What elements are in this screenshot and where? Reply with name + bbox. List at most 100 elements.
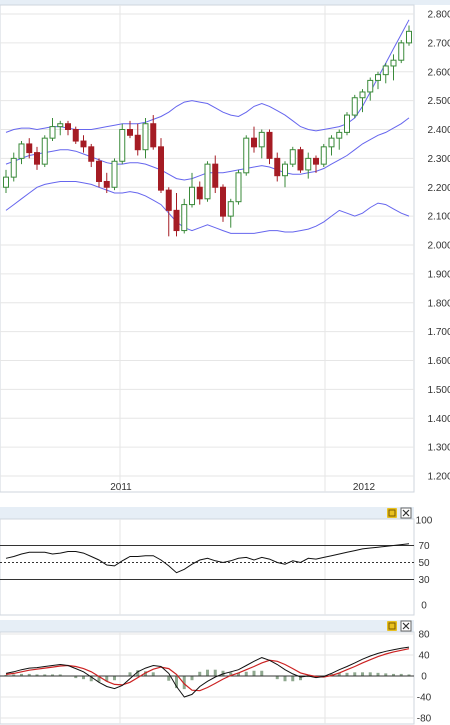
momentum-histogram-bar — [260, 670, 264, 676]
price-y-tick-label: 2.800 — [427, 10, 450, 21]
candle — [320, 143, 327, 168]
candle — [251, 126, 257, 153]
candle-body — [328, 137, 335, 148]
candle-body — [34, 152, 40, 165]
candle — [297, 146, 304, 173]
candle-body — [142, 123, 149, 151]
candle — [212, 155, 219, 194]
momentum-y-tick-label: -80 — [417, 714, 432, 725]
price-y-tick-label: 2.500 — [427, 96, 450, 107]
candle — [359, 89, 366, 113]
candle-body — [320, 146, 327, 165]
candle — [111, 158, 118, 191]
momentum-histogram — [4, 669, 411, 690]
momentum-histogram-bar — [376, 672, 380, 676]
price-y-tick-label: 2.200 — [427, 183, 450, 194]
momentum-histogram-bar — [384, 673, 388, 676]
candle — [150, 115, 157, 150]
candle — [227, 198, 234, 228]
momentum-close-button[interactable] — [400, 620, 412, 632]
momentum-histogram-bar — [198, 671, 202, 676]
candle-body — [119, 129, 126, 162]
momentum-histogram-bar — [399, 673, 403, 676]
candle-body — [344, 114, 350, 133]
momentum-histogram-bar — [12, 674, 16, 676]
candle-body — [390, 59, 397, 67]
candle — [49, 117, 56, 142]
candle — [282, 161, 288, 188]
candle — [88, 143, 95, 168]
momentum-histogram-bar — [35, 674, 39, 676]
candle — [382, 63, 389, 84]
momentum-histogram-bar — [144, 671, 147, 676]
momentum-y-tick-label: 80 — [418, 630, 430, 641]
price-y-tick-label: 2.400 — [427, 125, 450, 136]
candle-body — [305, 157, 312, 171]
price-x-label: 2011 — [110, 482, 132, 493]
candle — [390, 54, 397, 81]
momentum-histogram-bar — [368, 672, 372, 676]
candle-body — [297, 149, 304, 171]
momentum-histogram-bar — [229, 672, 233, 676]
momentum-histogram-bar — [345, 672, 349, 676]
candle — [181, 198, 188, 234]
momentum-histogram-bar — [167, 676, 171, 681]
candle — [173, 193, 180, 237]
candle-body — [3, 176, 9, 188]
candle-body — [220, 186, 226, 217]
candle-body — [227, 201, 234, 217]
momentum-histogram-bar — [237, 672, 240, 676]
candle — [351, 94, 358, 118]
momentum-histogram-bar — [182, 676, 186, 690]
price-y-tick-label: 1.200 — [427, 472, 450, 483]
oscillator-y-tick-label: 70 — [418, 541, 430, 552]
oscillator-panel-bar — [0, 507, 414, 519]
momentum-histogram-bar — [353, 672, 357, 676]
candle-body — [88, 146, 95, 162]
candle — [72, 126, 79, 144]
momentum-maximize-button[interactable] — [387, 621, 397, 631]
candle-body — [26, 143, 33, 154]
candle — [18, 141, 25, 165]
candle-body — [49, 126, 56, 139]
candle-body — [10, 157, 17, 178]
candle — [375, 71, 381, 90]
momentum-histogram-bar — [252, 670, 256, 676]
momentum-histogram-bar — [89, 676, 93, 682]
candle-body — [173, 209, 180, 232]
momentum-histogram-bar — [244, 671, 248, 676]
candle — [41, 135, 48, 168]
momentum-histogram-bar — [407, 674, 411, 676]
candle-body — [351, 97, 358, 116]
momentum-panel: 80 40 0 -40 -80 — [0, 620, 432, 725]
price-y-tick-label: 1.800 — [427, 298, 450, 309]
momentum-histogram-bar — [275, 676, 279, 680]
candle-body — [212, 163, 219, 188]
candle-body — [375, 74, 381, 81]
candle — [119, 123, 126, 165]
candle-body — [359, 91, 366, 99]
price-y-tick-label: 2.700 — [427, 38, 450, 49]
candle-body — [266, 131, 273, 159]
candle — [34, 146, 40, 170]
momentum-y-ticks: 80 40 0 -40 -80 — [417, 630, 432, 725]
price-panel-bg — [0, 4, 415, 493]
candle-body — [158, 146, 164, 191]
candle-body — [382, 65, 389, 76]
candle — [336, 129, 343, 150]
oscillator-close-button[interactable] — [400, 507, 412, 519]
oscillator-y-tick-label: 100 — [416, 516, 433, 527]
candle-body — [96, 160, 102, 182]
oscillator-maximize-button[interactable] — [387, 508, 397, 518]
candle-body — [282, 163, 288, 177]
oscillator-y-tick-label: 50 — [418, 558, 430, 569]
price-y-tick-label: 2.600 — [427, 67, 450, 78]
price-y-tick-label: 1.900 — [427, 269, 450, 280]
oscillator-panel-bg — [0, 518, 415, 616]
momentum-panel-bg — [0, 631, 415, 725]
candle-body — [57, 123, 64, 128]
candle-body — [367, 79, 374, 93]
price-y-tick-label: 1.700 — [427, 327, 450, 338]
oscillator-grid — [119, 519, 326, 615]
